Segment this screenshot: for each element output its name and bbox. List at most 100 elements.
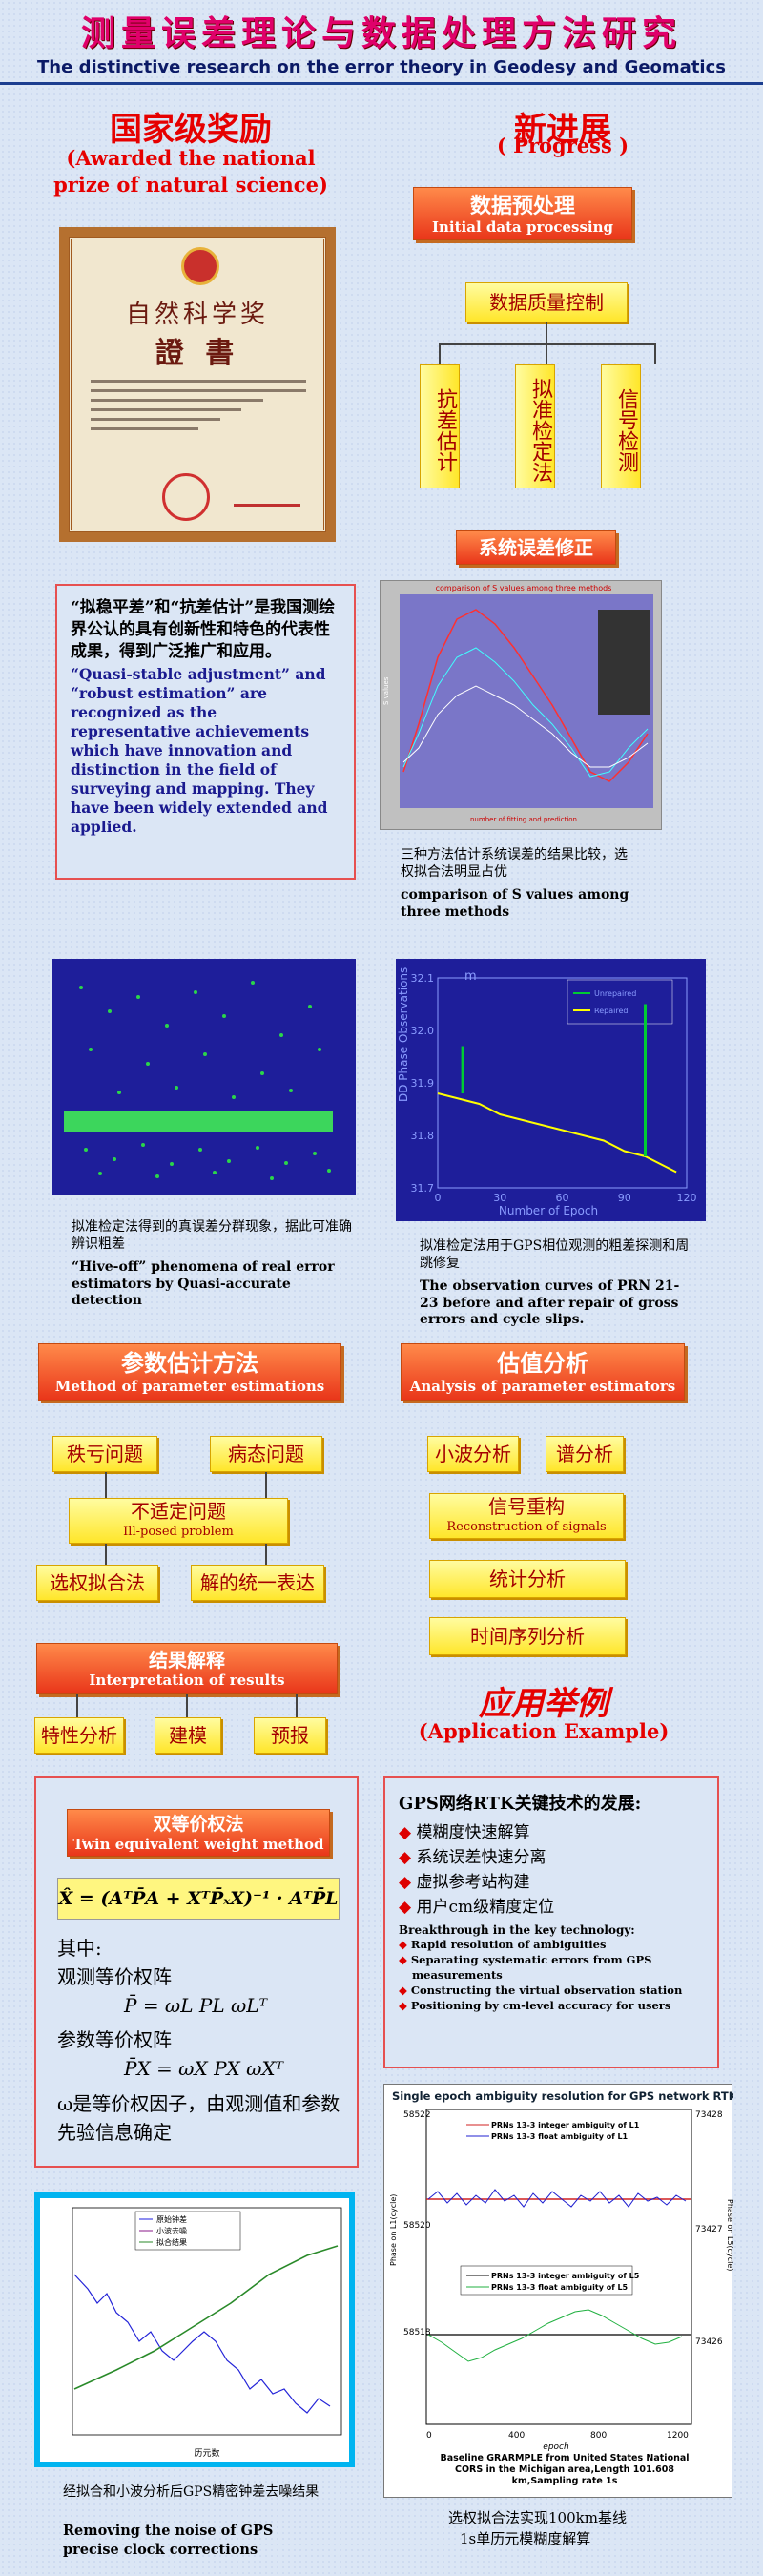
chart1-series-white [402,685,649,768]
amb-legend-2: PRNs 13-3 float ambiguity of L1 [491,2132,629,2141]
chart1-caption-en: comparison of S values among three metho… [401,887,629,920]
interpretation-cn: 结果解释 [149,1649,225,1672]
spectrum-box: 谱分析 [546,1436,624,1472]
time-series-box: 时间序列分析 [429,1617,626,1655]
award-title-en-2: prize of natural science) [53,173,328,197]
amb-l5-float [427,2309,683,2362]
amb-l1-float [427,2189,687,2208]
modeling-box: 建模 [155,1717,221,1754]
page-title: 测量误差理论与数据处理方法研究 [80,13,682,53]
rtk-break-title: Breakthrough in the key technology: [399,1923,635,1937]
chart2-x-tick: 0 [435,1192,442,1204]
diamond-bullet-icon: ◆ [399,1938,411,1951]
chart2-y-tick: 32.0 [411,1025,435,1037]
connector [105,1472,107,1501]
ill-posed-en: Ill-posed problem [123,1525,234,1539]
ambiguity-chart: Single epoch ambiguity resolution for GP… [383,2084,738,2498]
connector [265,1544,267,1567]
connector [296,1694,298,1717]
award-text-en: “Quasi-stable adjustment” and “robust es… [71,665,328,836]
rtk-en-item: ◆ Rapid resolution of ambiguities [399,1938,607,1951]
rtk-cn-item: ◆ 系统误差快速分离 [399,1848,546,1867]
diamond-bullet-icon: ◆ [399,1999,411,2012]
header-rule [0,82,763,85]
ill-posed-box: 不适定问题 Ill-posed problem [69,1498,288,1544]
rtk-cn-item: ◆ 虚拟参考站构建 [399,1873,530,1892]
ill-condition-box: 病态问题 [210,1436,322,1472]
clock-legend [134,2211,241,2251]
diamond-bullet-icon: ◆ [399,1984,411,1997]
hive-off-scatter [52,959,356,1195]
ambiguity-chart-svg: Single epoch ambiguity resolution for GP… [389,2089,738,2452]
hive-off-caption-en: “Hive-off” phenomena of real error estim… [72,1259,335,1308]
twin-formula: X̂ = (AᵀP̄A + XᵀP̄ₓX)⁻¹ · AᵀP̄L [57,1878,340,1920]
amb-yr-tick: 73428 [695,2110,723,2120]
twin-weight-en: Twin equivalent weight method [72,1835,324,1853]
initial-processing-cn: 数据预处理 [469,194,575,218]
chart2-x-tick: 120 [677,1192,697,1204]
amb-x-tick: 800 [590,2431,607,2441]
branch-quasi-accurate: 拟准检定法 [515,364,555,488]
signature [234,489,300,507]
feature-analysis-box: 特性分析 [34,1717,124,1754]
amb-yr-tick: 73426 [695,2337,723,2347]
param-methods-button[interactable]: 参数估计方法 Method of parameter estimations [38,1343,341,1401]
hive-off-caption-cn: 拟准检定法得到的真误差分群现象，据此可准确辨识粗差 [72,1219,352,1252]
signal-recon-cn: 信号重构 [488,1495,565,1518]
estimator-analysis-button[interactable]: 估值分析 Analysis of parameter estimators [401,1343,685,1401]
interpretation-en: Interpretation of results [89,1672,285,1689]
amb-caption-cn-2: 1s单历元模糊度解算 [460,2530,591,2547]
cluster-band [64,1111,333,1132]
clock-series-fit [73,2245,339,2390]
initial-processing-button[interactable]: 数据预处理 Initial data processing [413,187,632,240]
chart2-caption-en: The observation curves of PRN 21-23 befo… [420,1278,680,1327]
branch-signal-detection: 信号检测 [601,364,641,488]
award-title-en: (Awarded the national prize of natural s… [19,145,362,198]
rtk-en-item: ◆ Separating systematic errors from GPS … [399,1953,652,1982]
signal-recon-en: Reconstruction of signals [446,1520,607,1534]
twin-par-label: 参数等价权阵 [57,2028,172,2051]
page-subtitle: The distinctive research on the error th… [37,57,726,77]
interpretation-button[interactable]: 结果解释 Interpretation of results [36,1643,338,1694]
connector [654,343,656,364]
chart2-x-tick: 30 [493,1192,506,1204]
rtk-en-item: ◆ Constructing the virtual observation s… [399,1984,683,1997]
rtk-en-list: ◆ Rapid resolution of ambiguities ◆ Sepa… [399,1937,704,2013]
amb-x-tick: 1200 [667,2431,689,2441]
rtk-cn-item: ◆ 模糊度快速解算 [399,1823,530,1842]
chart2-caption-cn: 拟准检定法用于GPS相位观测的粗差探测和周跳修复 [420,1238,690,1271]
connector [439,343,441,364]
clock-chart: 原始钟差 小波去噪 拟合结果 历元数 [34,2192,355,2467]
clock-caption-en-2: precise clock corrections [63,2542,258,2558]
amb-caption-cn-1: 选权拟合法实现100km基线 [448,2509,627,2526]
certificate-image: 自然科学奖 證 書 [59,227,336,542]
chart2-y-tick: 32.1 [411,972,435,985]
amb-legend-4: PRNs 13-3 float ambiguity of L5 [491,2283,629,2292]
diamond-bullet-icon: ◆ [399,1873,417,1892]
chart2-x-tick: 90 [618,1192,631,1204]
clock-legend-0: 原始钟差 [156,2214,187,2224]
chart2-x-tick: 60 [556,1192,569,1204]
statistics-box: 统计分析 [429,1560,626,1598]
twin-where: 其中: [57,1937,102,1960]
chart1-ylabel: S values [382,676,390,705]
dd-phase-chart: DD Phase Observations Number of Epoch m … [396,959,706,1221]
award-description-panel: “拟稳平差”和“抗差估计”是我国测绘界公认的具有创新性和特色的代表性成果，得到广… [55,584,356,880]
legend-label-repaired: Repaired [594,1007,628,1015]
chart1-series-red [402,609,649,782]
amb-legend-3: PRNs 13-3 integer ambiguity of L5 [491,2272,640,2280]
chart1-xlabel: number of fitting and prediction [470,816,577,823]
chart2-legend [567,979,673,1025]
hive-off-svg [64,981,333,1180]
award-title-cn: 国家级奖励 [110,111,272,149]
certificate-heading-2: 證 書 [155,337,240,370]
param-methods-cn: 参数估计方法 [121,1349,258,1377]
twin-weight-panel: 双等价权法 Twin equivalent weight method X̂ =… [34,1776,359,2168]
twin-weight-button[interactable]: 双等价权法 Twin equivalent weight method [67,1809,330,1857]
initial-processing-en: Initial data processing [431,218,614,237]
clock-caption-en-1: Removing the noise of GPS [63,2523,274,2539]
amb-yl-tick: 58522 [403,2110,431,2120]
connector [186,1694,188,1717]
systematic-error-button[interactable]: 系统误差修正 [456,530,616,565]
amb-xlabel: epoch [543,2442,569,2452]
